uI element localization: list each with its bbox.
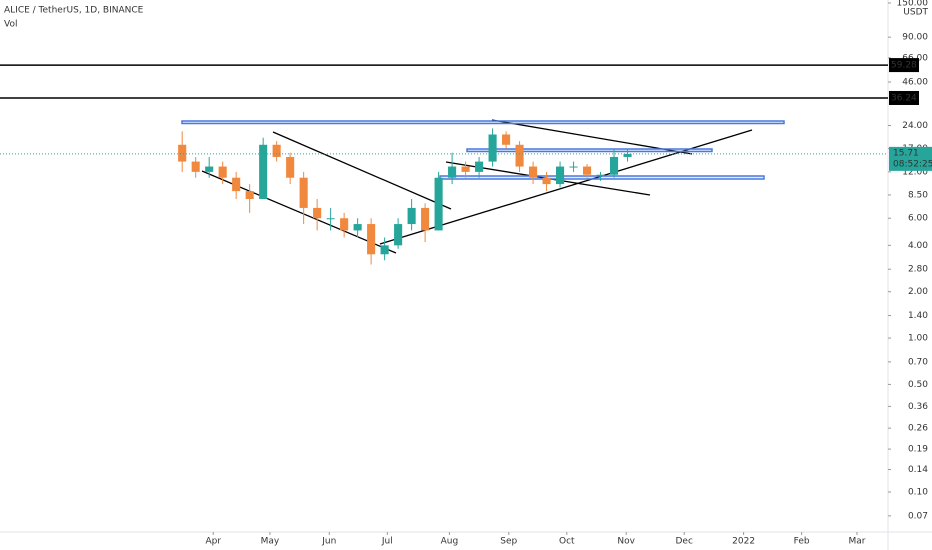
candle-body: [475, 161, 484, 172]
x-tick-label: Dec: [676, 537, 693, 547]
indicator-label: Vol: [4, 20, 17, 30]
zone: [439, 175, 765, 180]
x-tick-label: Jun: [321, 537, 336, 547]
candle-body: [380, 245, 389, 255]
last-price-label: 15.71: [893, 148, 919, 158]
candle-body: [367, 224, 376, 255]
x-tick-label: Nov: [617, 537, 635, 547]
candle-body: [502, 134, 511, 145]
candle-body: [609, 156, 619, 175]
candle-body: [556, 166, 565, 185]
candle-body: [205, 166, 214, 172]
x-tick-label: Aug: [441, 537, 459, 547]
y-tick-label: 0.70: [908, 357, 928, 367]
zone: [181, 120, 785, 125]
candle-body: [286, 156, 295, 178]
y-tick-label: 0.14: [908, 465, 928, 475]
x-tick-label: Sep: [500, 537, 517, 547]
candle-body: [326, 218, 335, 220]
trend-line: [272, 131, 452, 210]
zone: [466, 148, 713, 153]
candle-body: [178, 144, 187, 162]
candle-body: [232, 177, 241, 192]
y-tick-label: 8.50: [908, 190, 928, 200]
x-tick-label: May: [261, 537, 280, 547]
x-tick-label: Apr: [205, 537, 221, 547]
y-tick-label: 90.00: [902, 33, 928, 43]
y-tick-label: 0.36: [908, 402, 928, 412]
last-price-badge: [889, 146, 932, 171]
x-tick-label: Mar: [848, 537, 865, 547]
chart-title: ALICE / TetherUS, 1D, BINANCE: [4, 6, 144, 16]
y-tick-label: 0.07: [908, 511, 928, 521]
y-tick-label: 0.50: [908, 380, 928, 390]
candle-body: [394, 224, 403, 246]
y-tick-label: 12.00: [902, 167, 928, 177]
y-tick-label: 4.00: [908, 241, 928, 251]
candle-body: [407, 207, 416, 225]
candle-body: [353, 224, 362, 231]
candle-body: [569, 166, 578, 168]
candle-body: [245, 191, 254, 200]
level-label: 59.28: [891, 61, 917, 71]
candle-body: [313, 207, 322, 219]
candle-body: [272, 144, 281, 157]
x-tick-label: Jul: [381, 537, 393, 547]
zones: [181, 120, 785, 180]
candle-body: [583, 166, 592, 175]
candle-body: [434, 177, 443, 231]
level-label: 36.24: [891, 93, 917, 103]
y-tick-label: 1.00: [908, 334, 928, 344]
level-badge: [889, 58, 919, 73]
x-tick-label: Feb: [794, 537, 810, 547]
candle-body: [623, 153, 632, 157]
y-tick-label: 24.00: [902, 121, 928, 131]
y-tick-label: 6.00: [908, 214, 928, 224]
candle-body: [461, 166, 470, 172]
y-axis-label: USDT: [903, 8, 928, 18]
y-tick-label: 1.40: [908, 311, 928, 321]
x-tick-label: Oct: [559, 537, 575, 547]
candle-body: [340, 218, 349, 231]
countdown: 08:52:25: [893, 159, 932, 169]
x-tick-label: 2022: [732, 537, 755, 547]
candle-body: [488, 134, 497, 162]
level-badge: [889, 90, 919, 105]
candle-body: [515, 144, 524, 167]
candle-body: [218, 166, 227, 178]
candle-body: [596, 174, 605, 176]
y-tick-label: 150.00: [897, 0, 929, 9]
candle-body: [542, 177, 551, 185]
candle-body: [448, 166, 457, 178]
y-tick-label: 46.00: [902, 78, 928, 88]
y-tick-label: 2.80: [908, 265, 928, 275]
y-tick-label: 0.10: [908, 488, 928, 498]
candle-body: [421, 207, 430, 231]
y-tick-label: 0.26: [908, 424, 928, 434]
candle-body: [299, 177, 308, 208]
y-tick-label: 0.19: [908, 445, 928, 455]
candle-body: [259, 144, 268, 200]
candle-body: [529, 166, 538, 178]
candle-body: [191, 161, 200, 172]
y-tick-label: 2.00: [908, 287, 928, 297]
